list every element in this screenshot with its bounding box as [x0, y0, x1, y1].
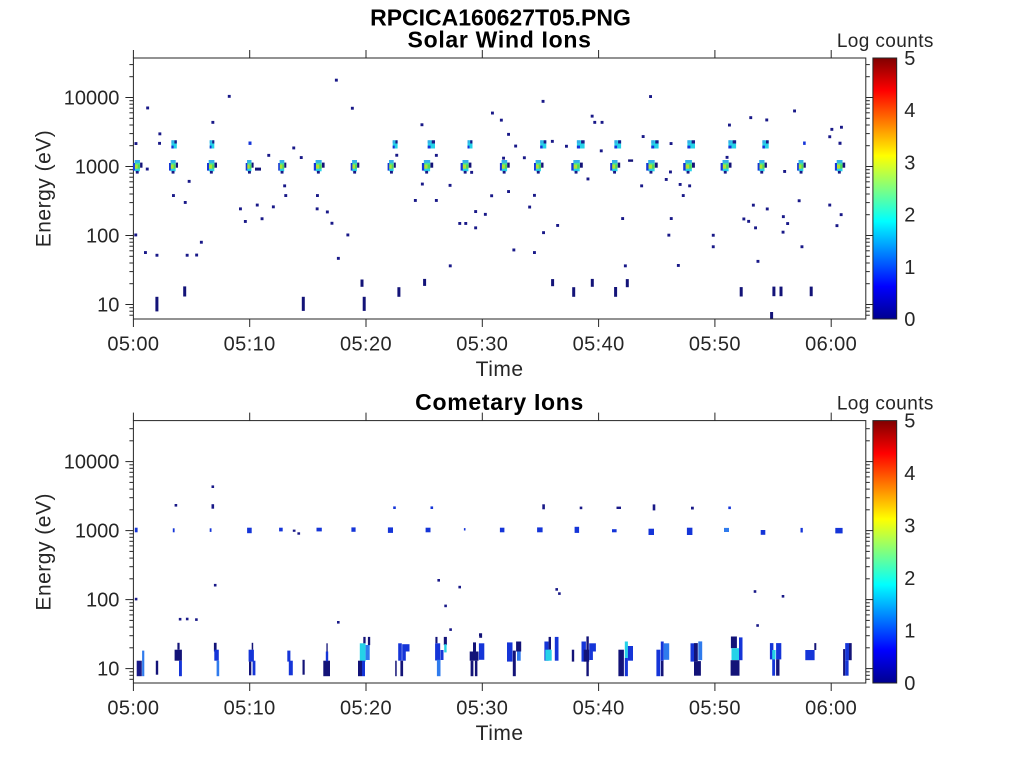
svg-text:RPCICA160627T05.PNG: RPCICA160627T05.PNG: [370, 5, 631, 31]
svg-text:10: 10: [97, 295, 119, 317]
svg-text:0: 0: [904, 309, 915, 331]
svg-text:5: 5: [904, 411, 915, 433]
svg-text:4: 4: [904, 100, 915, 122]
svg-text:05:00: 05:00: [107, 698, 159, 720]
svg-text:3: 3: [904, 152, 915, 174]
svg-text:100: 100: [86, 226, 119, 248]
svg-text:10000: 10000: [64, 88, 120, 110]
svg-text:05:10: 05:10: [224, 698, 276, 720]
svg-text:05:50: 05:50: [689, 334, 741, 356]
svg-text:5: 5: [904, 48, 915, 70]
svg-text:Log counts: Log counts: [837, 31, 934, 52]
svg-text:05:30: 05:30: [456, 334, 508, 356]
svg-text:2: 2: [904, 205, 915, 227]
svg-text:Energy (eV): Energy (eV): [32, 130, 55, 248]
svg-text:1000: 1000: [75, 157, 120, 179]
svg-text:10: 10: [97, 659, 119, 681]
svg-text:05:40: 05:40: [573, 698, 625, 720]
svg-text:1: 1: [904, 257, 915, 279]
svg-text:0: 0: [904, 673, 915, 695]
svg-text:05:40: 05:40: [573, 334, 625, 356]
svg-text:05:10: 05:10: [224, 334, 276, 356]
svg-text:3: 3: [904, 516, 915, 538]
svg-text:Cometary Ions: Cometary Ions: [415, 389, 584, 415]
svg-text:Time: Time: [476, 722, 524, 745]
svg-text:Time: Time: [476, 358, 524, 381]
svg-text:10000: 10000: [64, 452, 120, 474]
svg-text:05:20: 05:20: [340, 334, 392, 356]
svg-text:2: 2: [904, 568, 915, 590]
svg-text:05:30: 05:30: [456, 698, 508, 720]
svg-text:05:20: 05:20: [340, 698, 392, 720]
svg-text:1000: 1000: [75, 521, 120, 543]
svg-text:4: 4: [904, 463, 915, 485]
svg-text:05:50: 05:50: [689, 698, 741, 720]
svg-text:06:00: 06:00: [805, 334, 857, 356]
svg-text:Energy (eV): Energy (eV): [32, 493, 55, 611]
svg-text:06:00: 06:00: [805, 698, 857, 720]
svg-text:100: 100: [86, 590, 119, 612]
svg-text:Solar Wind Ions: Solar Wind Ions: [408, 27, 592, 53]
svg-text:Log counts: Log counts: [837, 394, 934, 415]
svg-text:05:00: 05:00: [107, 334, 159, 356]
svg-text:1: 1: [904, 621, 915, 643]
